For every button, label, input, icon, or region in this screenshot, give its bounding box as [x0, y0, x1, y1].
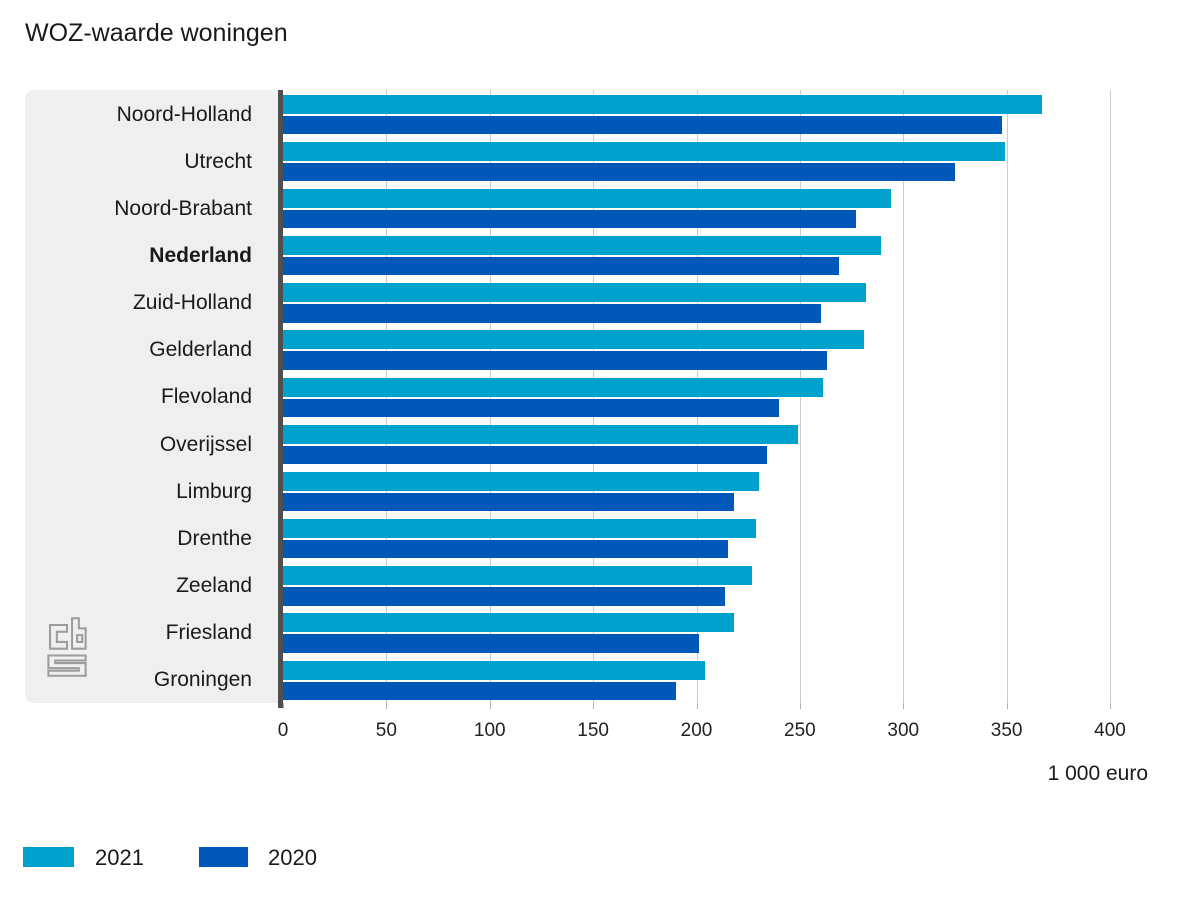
- bar-2020-flevoland: [283, 398, 780, 417]
- category-label-groningen: Groningen: [153, 668, 252, 692]
- axis-tick-250: [799, 703, 801, 709]
- axis-tick-label-50: 50: [375, 720, 397, 741]
- bar-2020-zeeland: [283, 587, 726, 606]
- category-panel: [25, 90, 278, 703]
- gridline-350: [1006, 90, 1008, 703]
- axis-tick-200: [696, 703, 698, 709]
- legend-label-2021: 2021: [95, 845, 144, 870]
- axis-tick-50: [386, 703, 388, 709]
- category-label-zeeland: Zeeland: [176, 574, 252, 598]
- cbs-logo-letter-b-hole: [76, 634, 84, 643]
- bar-2020-overijssel: [283, 445, 767, 465]
- axis-tick-label-400: 400: [1094, 720, 1126, 741]
- gridline-300: [903, 90, 905, 703]
- axis-tick-400: [1110, 703, 1111, 709]
- category-label-drenthe: Drenthe: [177, 526, 252, 550]
- bar-2020-gelderland: [283, 351, 827, 370]
- bar-2020-drenthe: [283, 540, 728, 559]
- legend-swatch-2021: [23, 847, 74, 867]
- category-label-overijssel: Overijssel: [159, 432, 252, 456]
- bar-2021-zeeland: [283, 566, 753, 586]
- axis-tick-label-100: 100: [473, 720, 506, 741]
- legend-swatch-2020: [199, 847, 248, 867]
- bar-2021-zuid-holland: [283, 283, 867, 303]
- category-label-utrecht: Utrecht: [184, 149, 252, 173]
- legend: 2021 2020: [0, 840, 1200, 880]
- axis-tick-label-200: 200: [680, 720, 713, 741]
- bar-2021-utrecht: [283, 141, 1005, 161]
- category-label-limburg: Limburg: [176, 479, 252, 503]
- cbs-logo-letter-c: [49, 623, 69, 650]
- bar-2021-noord-holland: [283, 94, 1042, 114]
- category-label-friesland: Friesland: [165, 621, 252, 645]
- axis-tick-150: [593, 703, 595, 709]
- axis-tick-100: [489, 703, 491, 709]
- category-label-noord-holland: Noord-Holland: [116, 102, 252, 126]
- legend-item-2021[interactable]: 2021: [23, 840, 153, 874]
- bar-2021-drenthe: [283, 519, 757, 539]
- category-label-zuid-holland: Zuid-Holland: [132, 291, 252, 315]
- bar-2021-limburg: [283, 471, 759, 491]
- axis-tick-350: [1006, 703, 1008, 709]
- bar-2020-groningen: [283, 681, 676, 700]
- cbs-logo-letter-b: [71, 617, 87, 650]
- axis-tick-label-350: 350: [990, 720, 1023, 741]
- category-label-flevoland: Flevoland: [160, 385, 252, 409]
- axis-tick-label-0: 0: [277, 720, 289, 741]
- bar-2020-nederland: [283, 257, 840, 276]
- axis-tick-300: [903, 703, 905, 709]
- legend-item-2020[interactable]: 2020: [199, 840, 329, 874]
- axis-unit-label: 1 000 euro: [1047, 762, 1148, 785]
- bar-2021-overijssel: [283, 424, 798, 444]
- zero-axis-line: [278, 90, 283, 708]
- bar-2021-nederland: [283, 236, 881, 256]
- category-label-noord-brabant: Noord-Brabant: [114, 196, 252, 220]
- bar-2020-noord-brabant: [283, 210, 856, 229]
- bar-2020-utrecht: [283, 162, 955, 182]
- chart-title: WOZ-waarde woningen: [25, 19, 288, 47]
- axis-tick-label-150: 150: [577, 720, 609, 741]
- bar-2020-noord-holland: [283, 115, 1003, 134]
- bar-2021-groningen: [283, 660, 705, 680]
- category-label-gelderland: Gelderland: [149, 338, 252, 362]
- cbs-logo-letter-s: [47, 654, 87, 677]
- gridline-400: [1110, 90, 1111, 703]
- bar-2020-friesland: [283, 634, 699, 653]
- bar-2020-zuid-holland: [283, 304, 821, 323]
- cbs-logo: [47, 617, 87, 677]
- category-label-nederland: Nederland: [149, 243, 252, 267]
- axis-tick-0: [283, 703, 284, 709]
- legend-label-2020: 2020: [268, 845, 317, 870]
- axis-tick-label-300: 300: [887, 720, 920, 741]
- bar-2021-gelderland: [283, 330, 864, 350]
- axis-tick-label-250: 250: [784, 720, 816, 741]
- bar-2021-friesland: [283, 613, 734, 633]
- bar-2021-flevoland: [283, 377, 823, 397]
- bar-2021-noord-brabant: [283, 189, 891, 208]
- bar-2020-limburg: [283, 492, 734, 512]
